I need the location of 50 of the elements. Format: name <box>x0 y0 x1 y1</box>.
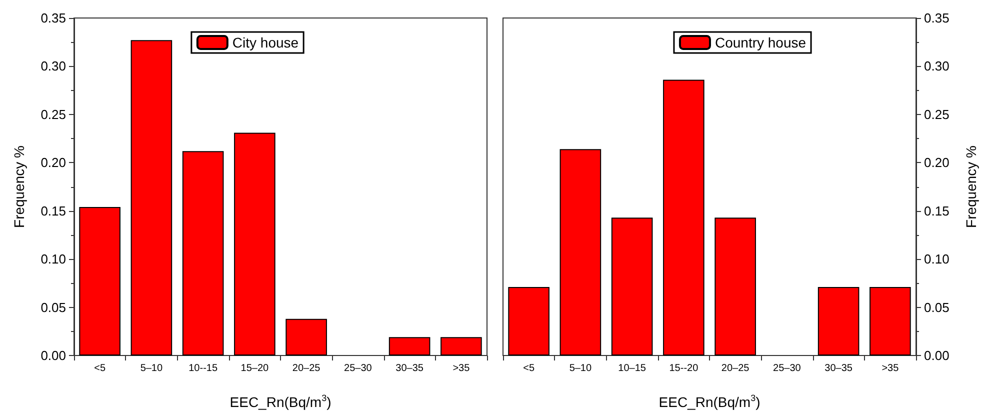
bar <box>818 287 860 356</box>
x-tick-label: <5 <box>523 363 535 374</box>
y2-axis-title: Frequency % <box>963 146 979 228</box>
y-tick-label: 0.25 <box>40 106 66 122</box>
bar <box>182 151 224 356</box>
x-tick-label: 10--15 <box>188 363 218 374</box>
y2-tick-label: 0.15 <box>924 203 950 218</box>
bar <box>79 207 120 356</box>
y-tick-label: 0.10 <box>40 252 66 267</box>
bar <box>234 132 276 356</box>
bar <box>870 287 911 356</box>
bar <box>560 149 602 356</box>
y-tick-label: 0.20 <box>40 155 66 170</box>
bar <box>388 337 430 356</box>
y-tick-label: 0.00 <box>40 348 66 363</box>
x-tick-label: 20–25 <box>292 363 321 374</box>
y-tick-label: 0.15 <box>40 203 66 218</box>
x-tick-label: >35 <box>452 363 470 374</box>
bar <box>130 40 172 356</box>
x-tick-label: 30–35 <box>824 363 853 374</box>
legend-label: Country house <box>714 34 806 50</box>
bar <box>611 218 653 356</box>
y2-tick-label: 0.25 <box>924 106 950 122</box>
x-tick-label: 25–30 <box>773 363 802 374</box>
x-tick-label: 5–10 <box>140 363 163 374</box>
y2-tick-label: 0.20 <box>924 155 950 170</box>
bar <box>508 287 550 356</box>
y-tick-label: 0.30 <box>40 58 66 74</box>
x-tick-label: 5–10 <box>569 363 592 374</box>
x-tick-label: 10–15 <box>618 363 646 374</box>
y-tick-label: 0.05 <box>40 300 66 315</box>
bar <box>714 218 756 356</box>
legend-label: City house <box>232 34 299 50</box>
y2-tick-label: 0.00 <box>924 348 950 363</box>
x-tick-label: >35 <box>882 363 900 374</box>
y2-tick-label: 0.10 <box>924 252 950 267</box>
x-tick-label: 25–30 <box>344 363 372 374</box>
x-tick-label: 15--20 <box>669 363 699 374</box>
x-tick-label: 15–20 <box>240 363 270 374</box>
x-tick-label: 20–25 <box>721 363 750 374</box>
bar <box>440 337 482 356</box>
y-axis-title: Frequency % <box>11 146 27 228</box>
bar <box>663 80 704 356</box>
bar <box>286 318 327 356</box>
y-tick-label: 0.35 <box>40 10 66 26</box>
x-tick-label: <5 <box>94 363 106 374</box>
y2-tick-label: 0.30 <box>924 58 950 74</box>
y2-tick-label: 0.35 <box>924 10 950 26</box>
y2-tick-label: 0.05 <box>924 300 950 315</box>
x-tick-label: 30–35 <box>396 363 424 374</box>
